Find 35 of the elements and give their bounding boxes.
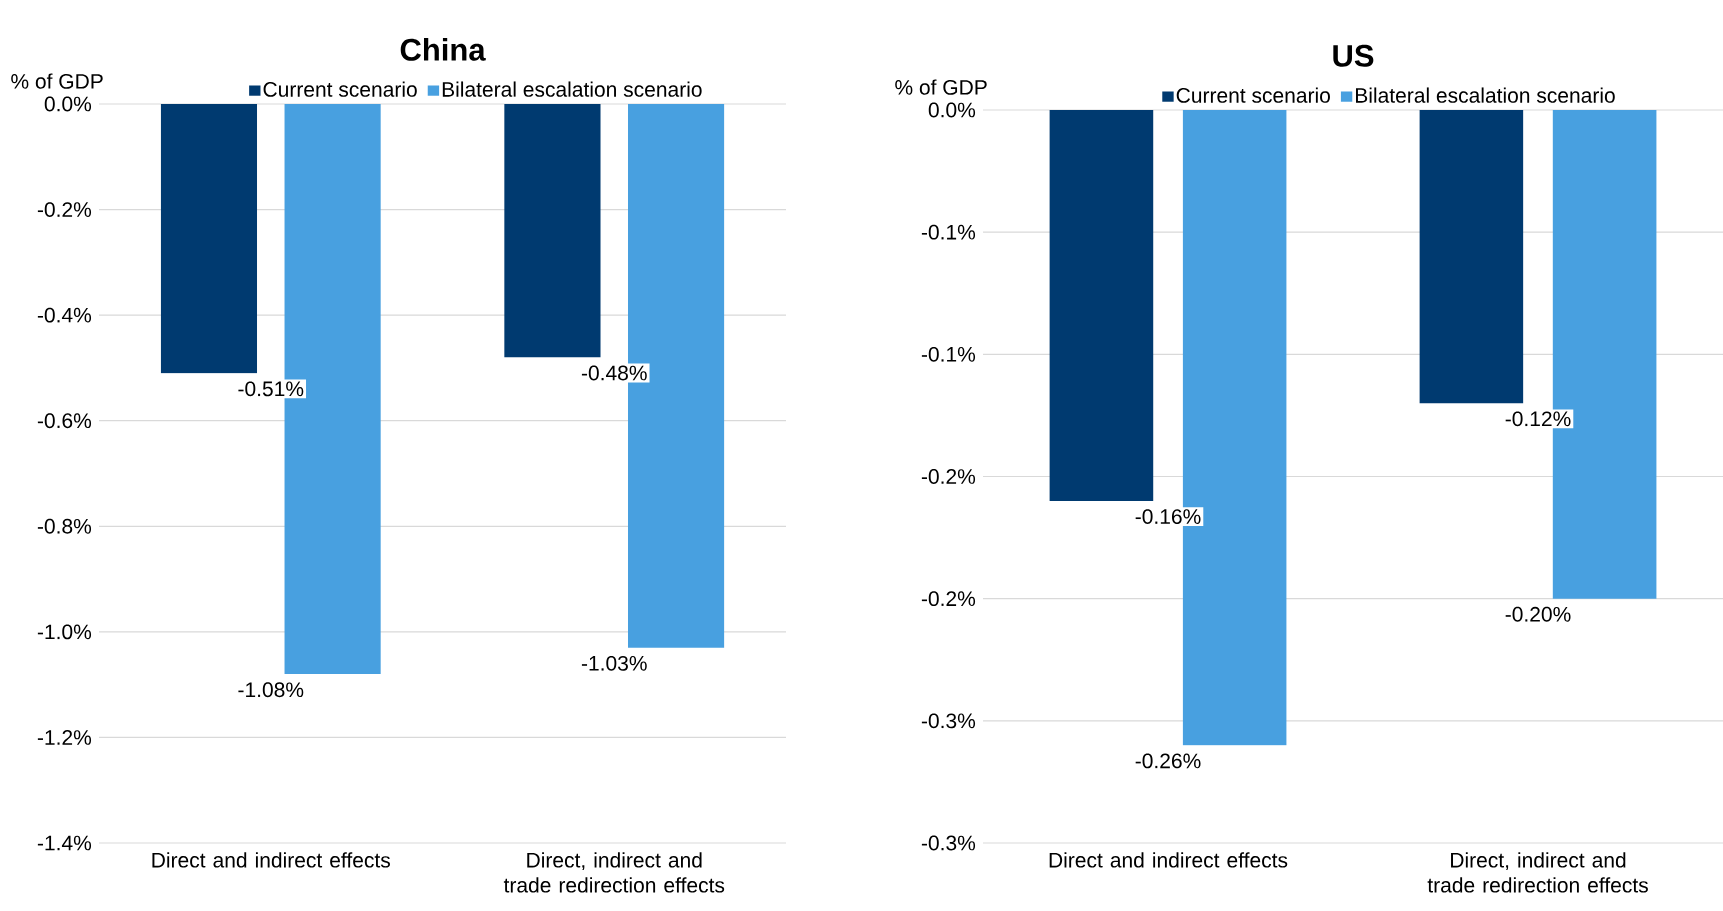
y-tick-label: -0.2% bbox=[37, 202, 92, 217]
data-label: -0.12% bbox=[1505, 411, 1571, 427]
data-label: -1.08% bbox=[238, 682, 304, 698]
data-label: -0.48% bbox=[581, 365, 647, 381]
data-label: -0.20% bbox=[1505, 606, 1571, 622]
y-axis-title: % of GDP bbox=[895, 79, 987, 95]
data-label: -0.16% bbox=[1135, 509, 1201, 524]
legend-label: Bilateral escalation scenario bbox=[1356, 87, 1615, 103]
x-tick-label: Direct and indirect effects bbox=[152, 852, 390, 868]
y-tick-label: -0.6% bbox=[37, 413, 92, 429]
legend-label: Current scenario bbox=[263, 81, 417, 97]
y-tick-label: -0.1% bbox=[921, 224, 976, 240]
y-tick-label: -0.2% bbox=[921, 591, 976, 607]
y-tick-label: -0.3% bbox=[921, 835, 976, 851]
data-label: -1.03% bbox=[581, 655, 647, 671]
y-tick-label: -1.2% bbox=[37, 730, 92, 745]
chart-title: US bbox=[1333, 44, 1374, 67]
y-tick-label: -1.0% bbox=[37, 624, 92, 640]
x-tick-label: Direct, indirect and trade redirection effects bbox=[503, 852, 725, 893]
data-label: -0.51% bbox=[238, 381, 304, 397]
y-tick-label: 0.0% bbox=[44, 96, 92, 112]
y-tick-label: 0.0% bbox=[928, 102, 976, 118]
y-tick-label: -1.4% bbox=[37, 835, 92, 851]
y-tick-label: -0.4% bbox=[37, 307, 92, 323]
y-tick-label: -0.2% bbox=[921, 469, 976, 484]
x-tick-label: Direct and indirect effects bbox=[1049, 852, 1288, 868]
y-tick-label: -0.3% bbox=[921, 713, 976, 729]
data-label: -0.26% bbox=[1135, 753, 1201, 769]
legend-label: Current scenario bbox=[1176, 87, 1330, 103]
chart-title: China bbox=[400, 38, 486, 61]
y-tick-label: -0.8% bbox=[37, 518, 92, 534]
x-tick-label: Direct, indirect and trade redirection effects bbox=[1427, 852, 1648, 893]
legend-label: Bilateral escalation scenario bbox=[442, 81, 702, 97]
y-tick-label: -0.1% bbox=[921, 346, 976, 362]
y-axis-title: % of GDP bbox=[11, 73, 103, 89]
